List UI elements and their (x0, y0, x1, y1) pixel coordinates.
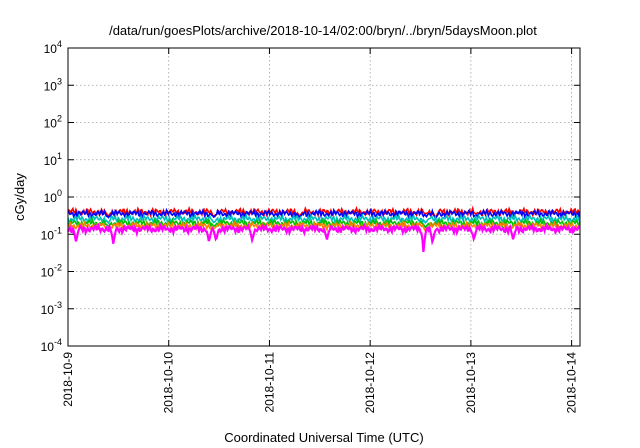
grid-lines (68, 48, 580, 346)
x-tick-label: 2018-10-14 (565, 352, 579, 414)
y-axis-label: cGy/day (12, 173, 27, 221)
y-tick-label: 102 (44, 114, 62, 131)
y-axis-ticks: 10-4 10-3 10-2 10-1 100 101 102 103 104 (41, 39, 580, 354)
x-tick-label: 2018-10-10 (162, 352, 176, 414)
x-axis-ticks: 2018-10-9 2018-10-10 2018-10-11 2018-10-12 2… (61, 48, 579, 413)
y-tick-label: 100 (44, 188, 62, 205)
y-tick-label: 104 (44, 39, 62, 56)
x-tick-label: 2018-10-9 (61, 352, 75, 407)
y-tick-label: 103 (44, 76, 62, 93)
y-tick-label: 10-2 (41, 263, 62, 280)
y-tick-label: 10-1 (41, 225, 62, 242)
series-group (67, 205, 581, 253)
x-tick-label: 2018-10-13 (464, 352, 478, 414)
y-tick-label: 101 (44, 151, 62, 168)
x-tick-label: 2018-10-12 (363, 352, 377, 414)
x-tick-label: 2018-10-11 (262, 352, 276, 413)
x-axis-label: Coordinated Universal Time (UTC) (224, 430, 423, 445)
series-line (67, 207, 581, 222)
series-line (67, 221, 581, 253)
chart-title: /data/run/goesPlots/archive/2018-10-14/0… (109, 23, 537, 38)
y-tick-label: 10-3 (41, 300, 62, 317)
y-tick-label: 10-4 (41, 337, 62, 354)
